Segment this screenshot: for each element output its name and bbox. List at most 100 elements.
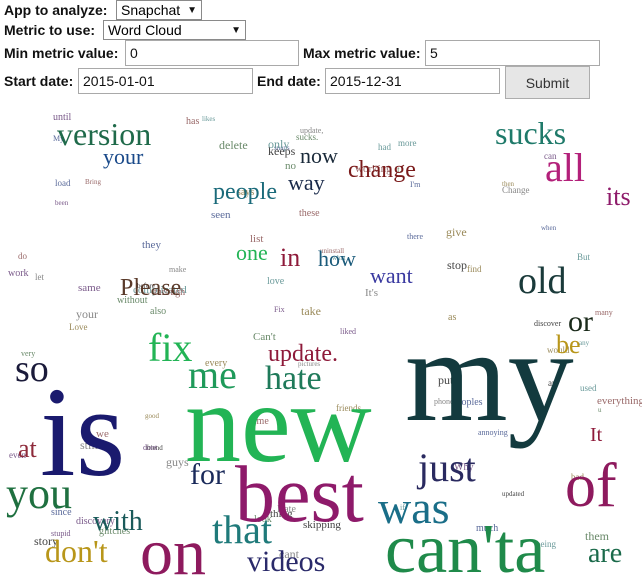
cloud-word-small: since bbox=[51, 507, 72, 518]
max-metric-input[interactable] bbox=[425, 40, 600, 66]
cloud-word: in bbox=[280, 243, 301, 272]
cloud-word: people bbox=[213, 179, 277, 205]
word-cloud: pictures also since list more good liked story y… bbox=[0, 100, 642, 581]
submit-button[interactable]: Submit bbox=[505, 66, 590, 99]
max-label: Max metric value: bbox=[303, 45, 421, 61]
cloud-word-small: would bbox=[547, 345, 570, 355]
end-date-label: End date: bbox=[257, 73, 321, 89]
cloud-word: you bbox=[6, 469, 72, 518]
cloud-word: new bbox=[185, 362, 372, 486]
cloud-word: that bbox=[212, 507, 272, 552]
cloud-word-small: good bbox=[145, 412, 159, 420]
cloud-word: me bbox=[188, 352, 237, 397]
cloud-word: It bbox=[590, 424, 603, 446]
cloud-word-small: it. bbox=[395, 165, 402, 174]
cloud-word-small: stop bbox=[447, 258, 468, 272]
cloud-word-small: as bbox=[448, 312, 457, 323]
cloud-word-small: what bbox=[332, 254, 346, 262]
cloud-word-small: pictures bbox=[298, 360, 321, 368]
cloud-word-small: annoying bbox=[478, 428, 508, 437]
cloud-word: are bbox=[588, 538, 623, 569]
cloud-word-small: updated bbox=[502, 490, 525, 498]
cloud-word: how bbox=[318, 246, 356, 271]
cloud-word-small: an bbox=[548, 378, 557, 388]
cloud-word-small: snaps bbox=[274, 144, 290, 152]
cloud-word: best bbox=[235, 451, 364, 539]
cloud-word-small: through bbox=[154, 287, 186, 298]
cloud-word-small: work bbox=[8, 268, 29, 279]
cloud-word-small: we bbox=[96, 428, 109, 440]
cloud-word: hate bbox=[265, 360, 322, 397]
cloud-word-small: being bbox=[536, 539, 556, 549]
cloud-word-small: likes bbox=[202, 115, 216, 123]
cloud-word-small: no bbox=[285, 160, 296, 172]
cloud-word-small: keeps bbox=[268, 144, 296, 158]
cloud-word-small: sucks. bbox=[296, 132, 319, 142]
cloud-word: old bbox=[518, 260, 567, 302]
cloud-word-small: only bbox=[268, 137, 290, 151]
cloud-word-small: take bbox=[301, 304, 321, 318]
cloud-word-small: make bbox=[169, 265, 187, 274]
cloud-word-small: stupid bbox=[51, 529, 71, 538]
cloud-word-small: complicated bbox=[133, 284, 187, 296]
cloud-word-small: phone bbox=[434, 397, 454, 406]
cloud-word: change bbox=[348, 157, 416, 183]
cloud-word-small: thing bbox=[270, 508, 293, 520]
cloud-word-small: look bbox=[254, 514, 272, 525]
min-metric-input[interactable] bbox=[125, 40, 299, 66]
cloud-word: on bbox=[140, 516, 206, 581]
cloud-word-small: also bbox=[150, 306, 167, 317]
chevron-down-icon: ▼ bbox=[231, 24, 241, 36]
cloud-word-small: used bbox=[580, 383, 597, 393]
start-date-input[interactable] bbox=[78, 68, 253, 94]
cloud-word-small: load bbox=[55, 178, 71, 188]
cloud-word: fix bbox=[148, 325, 193, 370]
cloud-word: my bbox=[405, 302, 574, 449]
cloud-word-small: they bbox=[142, 239, 161, 251]
cloud-word-small: time bbox=[251, 416, 269, 427]
cloud-word-small: them bbox=[585, 529, 609, 543]
cloud-word-small: seen bbox=[211, 209, 231, 221]
cloud-word-small: Love bbox=[69, 322, 88, 332]
metric-select[interactable]: Word Cloud ▼ bbox=[103, 20, 246, 40]
cloud-word-small: list bbox=[250, 233, 264, 245]
cloud-word-small: u bbox=[598, 406, 602, 414]
cloud-word: its bbox=[606, 182, 631, 211]
cloud-word-small: same bbox=[78, 282, 101, 294]
cloud-word-small: let bbox=[35, 272, 44, 282]
cloud-word: now bbox=[300, 143, 338, 168]
cloud-word-small: Bring bbox=[85, 178, 101, 186]
cloud-word-small: if bbox=[400, 503, 405, 512]
cloud-word-small: says bbox=[237, 187, 255, 198]
cloud-word-small: Hate bbox=[277, 504, 296, 515]
end-date-input[interactable] bbox=[325, 68, 500, 94]
cloud-word: your bbox=[103, 144, 144, 169]
cloud-word-small: cant bbox=[279, 547, 299, 561]
app-select[interactable]: Snapchat ▼ bbox=[116, 0, 202, 20]
cloud-word-small: everything bbox=[597, 395, 642, 407]
cloud-word-small: But bbox=[577, 252, 591, 262]
cloud-word: sucks bbox=[495, 115, 567, 151]
cloud-word-small: love bbox=[267, 276, 285, 287]
metric-select-value: Word Cloud bbox=[108, 22, 182, 38]
cloud-word-small: discover bbox=[534, 319, 562, 328]
cloud-word-small: even bbox=[9, 450, 26, 460]
cloud-word-small: had bbox=[378, 142, 391, 152]
cloud-word: was bbox=[378, 482, 450, 533]
cloud-word-small: bad bbox=[571, 472, 584, 482]
cloud-word-small: do bbox=[18, 251, 27, 261]
cloud-word: with bbox=[93, 506, 143, 537]
start-date-label: Start date: bbox=[4, 73, 74, 89]
cloud-word-small: discovery bbox=[76, 516, 115, 527]
cloud-word-small: working bbox=[355, 163, 392, 175]
cloud-word-small: Why bbox=[454, 462, 474, 473]
cloud-word-small: dont bbox=[143, 443, 158, 452]
cloud-word: can'ta bbox=[385, 511, 546, 581]
cloud-word: one bbox=[236, 240, 268, 265]
cloud-word-small: Fix bbox=[274, 305, 285, 314]
cloud-word-small: give bbox=[446, 225, 467, 239]
cloud-word: all bbox=[545, 145, 585, 190]
cloud-word-small: update, bbox=[300, 126, 324, 135]
cloud-word: be bbox=[556, 330, 581, 359]
cloud-word-small: glitches bbox=[99, 526, 131, 537]
